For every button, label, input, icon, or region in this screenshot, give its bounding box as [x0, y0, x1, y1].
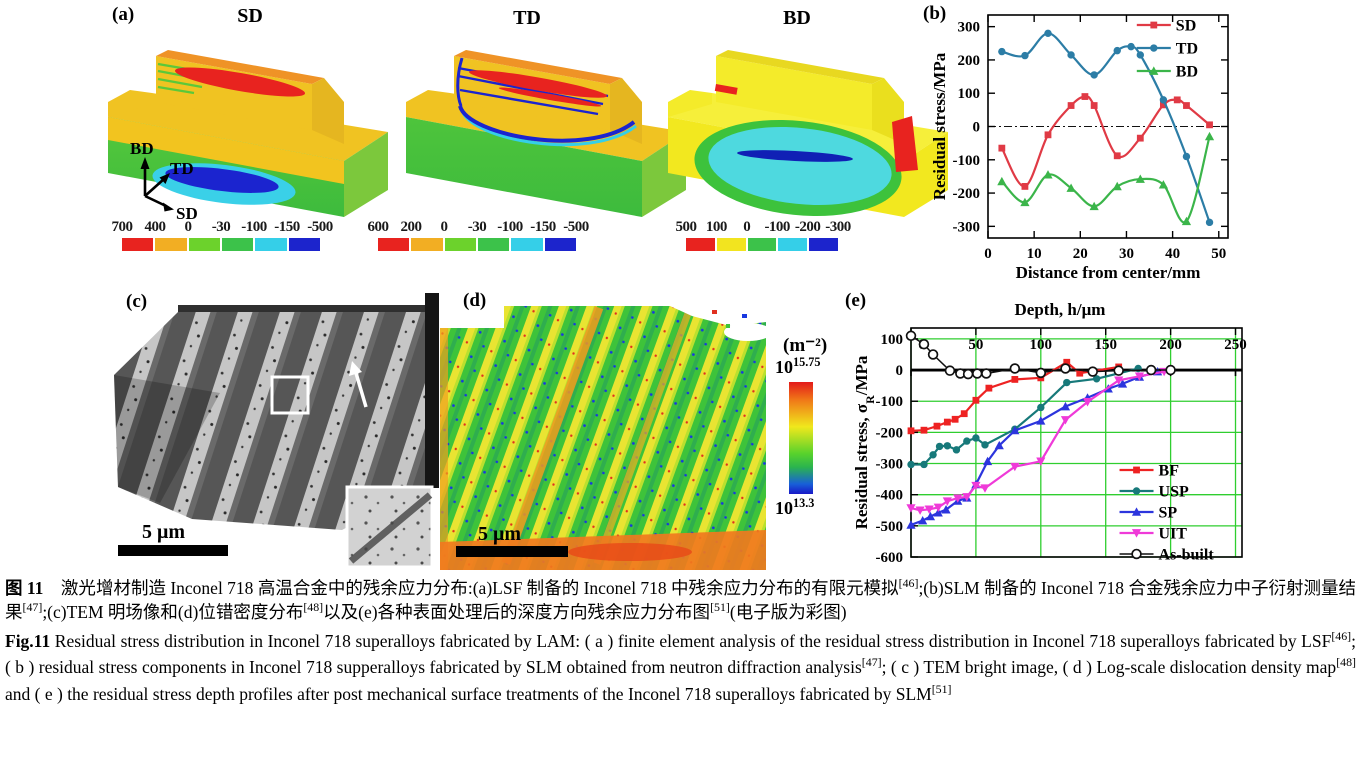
panel-d-label: (d) — [463, 290, 487, 311]
svg-text:-100: -100 — [876, 394, 904, 410]
tem-bright-field-image: 5 μm — [114, 293, 439, 569]
svg-text:150: 150 — [1094, 337, 1117, 353]
svg-text:200: 200 — [1159, 337, 1182, 353]
svg-text:50: 50 — [968, 337, 983, 353]
svg-text:BF: BF — [1159, 462, 1180, 479]
svg-text:Distance from center/mm: Distance from center/mm — [1016, 263, 1201, 282]
direction-arrow-icon — [349, 361, 362, 376]
fea-block-bd — [668, 50, 948, 217]
annotation-box — [270, 375, 310, 415]
svg-text:TD: TD — [1176, 41, 1198, 58]
triad-label-td: TD — [170, 159, 194, 178]
stress-colorbar-bd: 500 100 0 -100 -200 -300 — [676, 219, 851, 255]
density-colorbar-min: 1013.3 — [775, 496, 815, 518]
scale-bar-c — [118, 545, 228, 556]
svg-text:As-built: As-built — [1159, 546, 1215, 563]
panel-a-view-title-td: TD — [513, 7, 541, 29]
fea-block-td — [406, 50, 686, 217]
axis-arrow-ne-icon — [159, 173, 170, 184]
svg-text:SP: SP — [1159, 504, 1178, 521]
specimen-dark-edge — [425, 293, 439, 488]
svg-text:30: 30 — [1119, 246, 1134, 262]
svg-text:-400: -400 — [876, 488, 904, 504]
chart-e-depth-profiles: 0501001502002501000-100-200-300-400-500-… — [852, 300, 1247, 566]
svg-text:-100: -100 — [953, 153, 981, 169]
axis-arrow-up-icon — [140, 157, 150, 169]
svg-text:SD: SD — [1176, 18, 1196, 35]
scale-bar-label-d: 5 μm — [478, 523, 521, 545]
svg-text:-500: -500 — [876, 519, 904, 535]
svg-text:-300: -300 — [953, 219, 981, 235]
svg-text:20: 20 — [1073, 246, 1088, 262]
svg-text:USP: USP — [1159, 483, 1189, 500]
svg-text:100: 100 — [881, 332, 904, 348]
svg-text:-200: -200 — [953, 186, 981, 202]
panel-c-label: (c) — [126, 291, 148, 312]
axes-triad: BD TD SD — [130, 140, 198, 222]
svg-text:UIT: UIT — [1159, 525, 1188, 542]
svg-text:100: 100 — [1030, 337, 1053, 353]
svg-text:10: 10 — [1027, 246, 1042, 262]
panel-a-view-title-bd: BD — [783, 7, 811, 29]
svg-text:250: 250 — [1224, 337, 1247, 353]
panel-a-label: (a) — [112, 4, 135, 25]
triad-label-bd: BD — [130, 140, 154, 158]
scale-bar-label-c: 5 μm — [142, 521, 185, 543]
svg-text:200: 200 — [958, 53, 981, 69]
svg-text:50: 50 — [1211, 246, 1226, 262]
panel-b-label: (b) — [923, 3, 947, 24]
svg-text:-200: -200 — [876, 425, 904, 441]
svg-text:300: 300 — [958, 20, 981, 36]
figure-caption: 图 11 激光增材制造 Inconel 718 高温合金中的残余应力分布:(a)… — [0, 577, 1361, 707]
panel-e-label: (e) — [845, 290, 867, 311]
scale-bar-d — [456, 546, 568, 557]
svg-text:0: 0 — [973, 120, 981, 136]
chart-b-neutron-diffraction: 0 10 20 30 40 50 -300 -200 -100 0 100 200 300 Distanc… — [930, 14, 1229, 282]
triad-label-sd: SD — [176, 204, 198, 222]
density-colorbar-unit: (m⁻²) — [783, 335, 828, 356]
svg-text:0: 0 — [984, 246, 992, 262]
dislocation-density-map: 5 μm — [440, 306, 772, 570]
svg-text:0: 0 — [896, 363, 904, 379]
svg-text:Residual stress/MPa: Residual stress/MPa — [930, 52, 949, 200]
density-map-field — [440, 306, 766, 570]
svg-text:100: 100 — [958, 86, 981, 102]
stress-colorbar-td: 600 200 0 -30 -100 -150 -500 — [368, 219, 589, 255]
density-colorbar: (m⁻²) 1015.75 1013.3 — [775, 334, 865, 519]
density-colorbar-max: 1015.75 — [775, 355, 821, 377]
svg-text:-300: -300 — [876, 457, 904, 473]
density-colorbar-gradient — [789, 382, 813, 494]
svg-text:BD: BD — [1176, 64, 1198, 81]
svg-text:40: 40 — [1165, 246, 1180, 262]
fea-block-sd — [108, 50, 388, 217]
axis-arrow-se-icon — [163, 202, 174, 212]
caption-english: Fig.11 Residual stress distribution in I… — [5, 628, 1356, 704]
svg-text:Depth, h/μm: Depth, h/μm — [1015, 300, 1106, 319]
panel-a-view-title-sd: SD — [237, 5, 263, 27]
caption-chinese: 图 11 激光增材制造 Inconel 718 高温合金中的残余应力分布:(a)… — [5, 576, 1356, 622]
svg-text:-600: -600 — [876, 550, 904, 566]
tem-specimen — [114, 312, 425, 530]
svg-text:Residual stress, σR/MPa: Residual stress, σR/MPa — [852, 355, 877, 529]
specimen-top-edge — [178, 305, 425, 312]
stress-colorbar-sd: 700 400 0 -30 -100 -150 -500 — [112, 219, 333, 255]
